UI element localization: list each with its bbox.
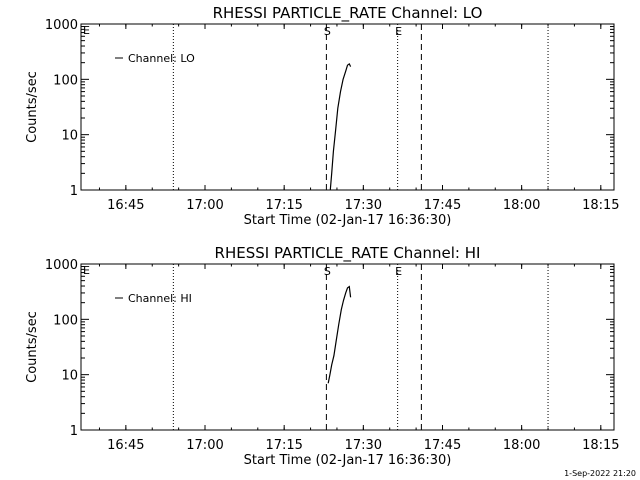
left-edge-flag: E <box>83 264 90 277</box>
panel-lo: RHESSI PARTICLE_RATE Channel: LO 16:45 17:… <box>25 4 620 228</box>
x-tick-label: 18:00 <box>503 198 540 213</box>
x-tick-label: 17:00 <box>186 198 223 213</box>
y-tick-label: 10 <box>61 369 78 384</box>
x-tick-label: 18:15 <box>582 438 619 453</box>
x-tick-label: 17:15 <box>265 438 302 453</box>
x-tick-label: 17:30 <box>345 438 382 453</box>
marker-e: E <box>395 25 402 38</box>
plot-frame <box>80 263 615 431</box>
x-tick-label: 16:45 <box>107 438 144 453</box>
y-tick-label: 100 <box>53 73 78 88</box>
series-line <box>327 285 352 384</box>
plot-frame <box>80 23 615 191</box>
x-tick-label: 16:45 <box>107 198 144 213</box>
left-edge-flag: E <box>83 24 90 37</box>
y-tick-label: 1000 <box>45 258 78 273</box>
x-axis-label: Start Time (02-Jan-17 16:36:30) <box>244 213 452 228</box>
series-line <box>329 62 352 191</box>
marker-s: S <box>324 265 331 278</box>
panel-hi: RHESSI PARTICLE_RATE Channel: HI 16:45 17:… <box>25 244 620 468</box>
x-tick-label: 17:15 <box>265 198 302 213</box>
chart-title: RHESSI PARTICLE_RATE Channel: LO <box>213 4 483 23</box>
x-tick-label: 18:15 <box>582 198 619 213</box>
x-tick-label: 17:30 <box>345 198 382 213</box>
marker-s: S <box>324 25 331 38</box>
x-tick-label: 17:45 <box>424 198 461 213</box>
chart-title: RHESSI PARTICLE_RATE Channel: HI <box>215 244 481 263</box>
marker-e: E <box>395 265 402 278</box>
y-tick-label: 1 <box>70 184 78 199</box>
x-axis-label: Start Time (02-Jan-17 16:36:30) <box>244 453 452 468</box>
y-axis-label: Counts/sec <box>25 71 40 143</box>
y-tick-label: 10 <box>61 129 78 144</box>
footer-timestamp: 1-Sep-2022 21:20 <box>564 469 636 478</box>
legend-label: Channel: LO <box>128 52 195 65</box>
x-tick-label: 17:45 <box>424 438 461 453</box>
y-tick-label: 1 <box>70 424 78 439</box>
y-tick-label: 1000 <box>45 18 78 33</box>
y-axis-label: Counts/sec <box>25 311 40 383</box>
x-tick-label: 17:00 <box>186 438 223 453</box>
legend-label: Channel: HI <box>128 292 192 305</box>
x-tick-label: 18:00 <box>503 438 540 453</box>
y-tick-label: 100 <box>53 313 78 328</box>
